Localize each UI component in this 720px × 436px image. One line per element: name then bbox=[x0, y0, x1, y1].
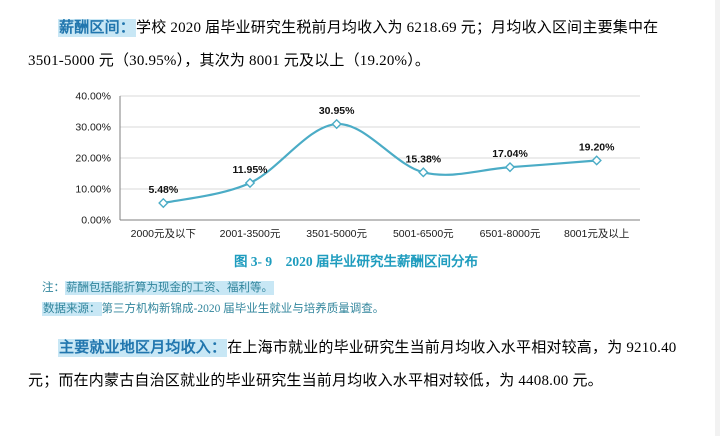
report-page: 薪酬区间：学校 2020 届毕业研究生税前月均收入为 6218.69 元；月均收… bbox=[28, 12, 690, 398]
salary-range-label: 薪酬区间： bbox=[58, 19, 137, 37]
svg-text:30.95%: 30.95% bbox=[319, 105, 355, 117]
chart-notes: 注：薪酬包括能折算为现金的工资、福利等。 数据来源：第三方机构新锦成-2020 … bbox=[42, 278, 690, 320]
note-data-source: 数据来源：第三方机构新锦成-2020 届毕业生就业与培养质量调查。 bbox=[42, 299, 690, 320]
svg-text:30.00%: 30.00% bbox=[75, 122, 111, 134]
svg-text:17.04%: 17.04% bbox=[492, 148, 528, 160]
svg-text:10.00%: 10.00% bbox=[75, 184, 111, 196]
note-body-highlight: 薪酬包括能折算为现金的工资、福利等。 bbox=[65, 281, 274, 295]
data-source-text: 第三方机构新锦成-2020 届毕业生就业与培养质量调查。 bbox=[101, 303, 385, 315]
data-source-label: 数据来源： bbox=[42, 302, 102, 316]
salary-distribution-chart: 0.00% 10.00% 20.00% 30.00% 40.00% 2000元及以下 200… bbox=[54, 82, 658, 252]
svg-text:2001-3500元: 2001-3500元 bbox=[220, 228, 281, 240]
note-salary-definition: 注：薪酬包括能折算为现金的工资、福利等。 bbox=[42, 278, 690, 299]
svg-text:0.00%: 0.00% bbox=[81, 215, 111, 227]
svg-text:15.38%: 15.38% bbox=[406, 153, 442, 165]
svg-text:6501-8000元: 6501-8000元 bbox=[480, 228, 541, 240]
figure-caption: 图 3- 9 2020 届毕业研究生薪酬区间分布 bbox=[233, 254, 479, 269]
svg-text:8001元及以上: 8001元及以上 bbox=[564, 228, 629, 240]
region-income-label: 主要就业地区月均收入： bbox=[58, 339, 228, 357]
salary-chart-svg: 0.00% 10.00% 20.00% 30.00% 40.00% 2000元及以下 200… bbox=[75, 91, 640, 240]
page-edge bbox=[715, 0, 720, 436]
svg-text:5001-6500元: 5001-6500元 bbox=[393, 228, 454, 240]
salary-range-paragraph: 薪酬区间：学校 2020 届毕业研究生税前月均收入为 6218.69 元；月均收… bbox=[28, 12, 690, 78]
svg-text:2000元及以下: 2000元及以下 bbox=[131, 228, 196, 240]
note-prefix: 注： bbox=[42, 282, 65, 294]
svg-text:40.00%: 40.00% bbox=[75, 91, 111, 103]
svg-text:20.00%: 20.00% bbox=[75, 153, 111, 165]
region-income-text: 在上海市就业的毕业研究生当前月均收入水平相对较高，为 9210.40 元；而在内… bbox=[28, 340, 677, 389]
salary-range-text: 学校 2020 届毕业研究生税前月均收入为 6218.69 元；月均收入区间主要… bbox=[28, 20, 659, 69]
svg-text:11.95%: 11.95% bbox=[232, 164, 268, 176]
region-income-paragraph: 主要就业地区月均收入：在上海市就业的毕业研究生当前月均收入水平相对较高，为 92… bbox=[28, 332, 690, 398]
svg-text:3501-5000元: 3501-5000元 bbox=[306, 228, 367, 240]
svg-text:19.20%: 19.20% bbox=[579, 141, 615, 153]
svg-text:5.48%: 5.48% bbox=[148, 184, 178, 196]
